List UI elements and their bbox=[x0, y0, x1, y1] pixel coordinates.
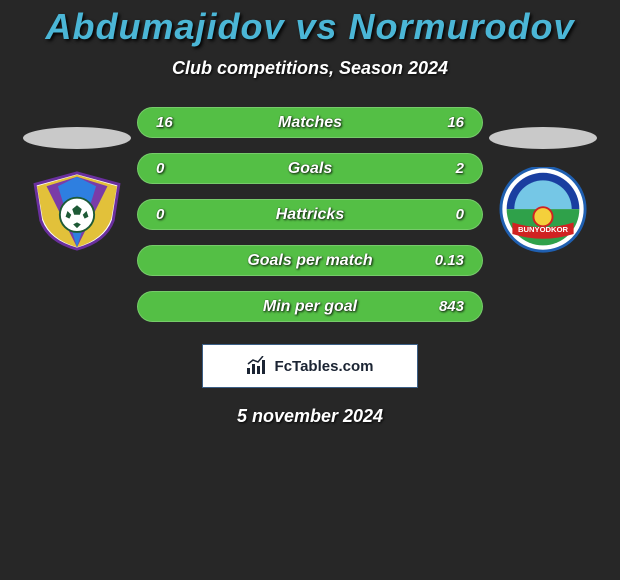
comparison-body: 16 Matches 16 0 Goals 2 0 Hattricks 0 Go… bbox=[0, 107, 620, 322]
left-team-crest bbox=[29, 171, 125, 251]
stat-right-value: 16 bbox=[424, 114, 464, 131]
right-team-crest: BUNYODKOR bbox=[495, 167, 591, 255]
stat-row: Goals per match 0.13 bbox=[137, 245, 483, 276]
brand-text: FcTables.com bbox=[275, 358, 374, 375]
page-title: Abdumajidov vs Normurodov bbox=[45, 6, 574, 48]
left-player-oval bbox=[23, 127, 131, 149]
stat-label: Matches bbox=[278, 114, 342, 132]
stat-row: Min per goal 843 bbox=[137, 291, 483, 322]
left-player-col bbox=[17, 107, 137, 251]
stat-right-value: 843 bbox=[424, 298, 464, 315]
stat-right-value: 0.13 bbox=[424, 252, 464, 269]
stat-label: Goals per match bbox=[247, 252, 372, 270]
crest-banner-text: BUNYODKOR bbox=[518, 225, 569, 234]
right-player-col: BUNYODKOR bbox=[483, 107, 603, 255]
stat-left-value: 0 bbox=[156, 160, 196, 177]
stat-left-value: 0 bbox=[156, 206, 196, 223]
stat-row: 16 Matches 16 bbox=[137, 107, 483, 138]
brand-card: FcTables.com bbox=[202, 344, 418, 388]
stat-right-value: 0 bbox=[424, 206, 464, 223]
stat-label: Hattricks bbox=[276, 206, 344, 224]
right-player-oval bbox=[489, 127, 597, 149]
stats-column: 16 Matches 16 0 Goals 2 0 Hattricks 0 Go… bbox=[137, 107, 483, 322]
stat-right-value: 2 bbox=[424, 160, 464, 177]
stat-row: 0 Goals 2 bbox=[137, 153, 483, 184]
stat-left-value: 16 bbox=[156, 114, 196, 131]
stat-label: Goals bbox=[288, 160, 332, 178]
stat-label: Min per goal bbox=[263, 298, 357, 316]
date-text: 5 november 2024 bbox=[237, 406, 383, 427]
chart-icon bbox=[247, 354, 269, 379]
stat-row: 0 Hattricks 0 bbox=[137, 199, 483, 230]
page-subtitle: Club competitions, Season 2024 bbox=[172, 58, 448, 79]
